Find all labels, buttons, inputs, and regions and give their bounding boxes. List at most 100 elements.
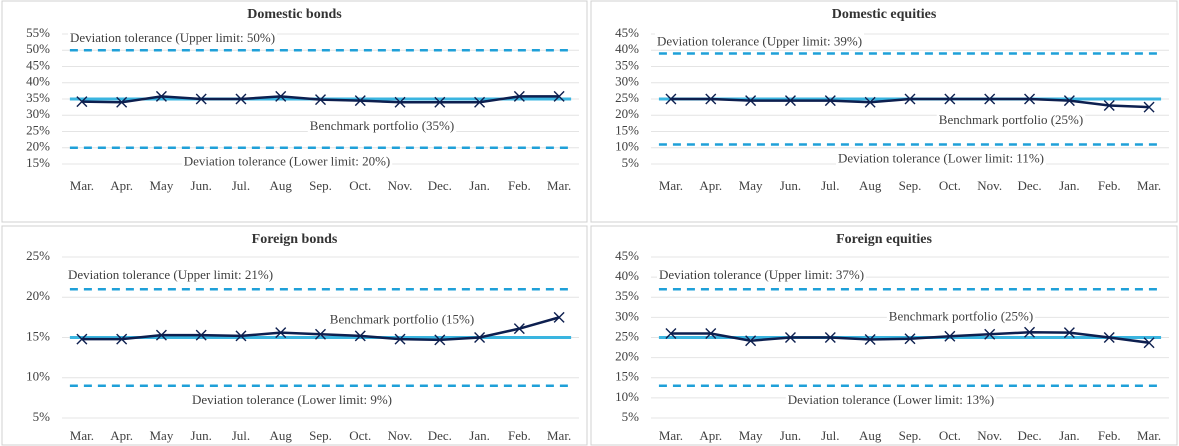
x-tick-label: Mar. xyxy=(70,178,94,193)
x-tick-label: Oct. xyxy=(939,428,961,443)
y-tick-label: 40% xyxy=(615,268,639,283)
chart-panel: Domestic equities 5%10% 15%20%25%30% 35%40%… xyxy=(590,0,1178,223)
marker xyxy=(553,90,565,102)
x-tick-label: Mar. xyxy=(659,428,683,443)
x-tick-label: Apr. xyxy=(699,178,722,193)
marker xyxy=(275,90,287,102)
marker xyxy=(155,329,167,341)
chart-panel: Foreign equities 5% 10% 15% 20% 25% 30% 35% 40% 4… xyxy=(590,225,1178,446)
marker xyxy=(864,334,876,346)
marker xyxy=(1063,327,1075,339)
x-tick-label: Aug xyxy=(270,178,293,193)
marker xyxy=(1103,332,1115,343)
y-tick-label: 45% xyxy=(615,248,639,263)
label-bg xyxy=(886,308,1036,324)
chart-title: Foreign equities xyxy=(836,232,932,247)
x-tick-label: Nov. xyxy=(977,178,1002,193)
y-tick-label: 25% xyxy=(615,328,639,343)
x-tick-label: Apr. xyxy=(110,178,133,193)
marker xyxy=(984,93,996,105)
y-tick-label: 5% xyxy=(33,409,51,424)
marker xyxy=(195,329,207,341)
x-tick-label: Jun. xyxy=(780,178,801,193)
chart-panel: Domestic bonds 15%20% 25%30%35%40% 45%50%55… xyxy=(1,0,588,223)
x-tick-label: Mar. xyxy=(547,178,571,193)
y-tick-label: 5% xyxy=(622,155,640,170)
panel-border xyxy=(590,225,1178,446)
marker xyxy=(354,95,366,107)
y-tick-label: 20% xyxy=(615,349,639,364)
y-tick-label: 30% xyxy=(615,74,639,89)
x-tick-label: Jun. xyxy=(191,178,212,193)
marker xyxy=(745,95,757,107)
x-tick-label: Feb. xyxy=(1098,178,1121,193)
panel-border xyxy=(590,0,1178,223)
y-tick-label: 50% xyxy=(26,41,50,56)
label-bg xyxy=(68,30,278,46)
y-tick-label: 40% xyxy=(26,74,50,89)
marker xyxy=(474,96,486,108)
x-tick-label: Aug xyxy=(270,428,293,443)
x-tick-label: Sep. xyxy=(899,428,922,443)
label-bg xyxy=(785,391,997,407)
marker xyxy=(864,96,876,108)
y-tick-label: 20% xyxy=(615,106,639,121)
reference-label: Benchmark portfolio (35%) xyxy=(310,118,454,133)
x-tick-label: Jan. xyxy=(1059,178,1080,193)
y-tick-label: 10% xyxy=(615,389,639,404)
x-tick-label: Nov. xyxy=(977,428,1002,443)
reference-label: Benchmark portfolio (25%) xyxy=(939,112,1083,127)
label-bg xyxy=(66,267,276,283)
marker xyxy=(1143,101,1155,113)
x-tick-label: Mar. xyxy=(70,428,94,443)
x-tick-label: Jan. xyxy=(1059,428,1080,443)
chart-panel: Foreign bonds 5% 10% 15% 20% 25% Mar. Apr. May Ju… xyxy=(1,225,588,446)
reference-label: Benchmark portfolio (25%) xyxy=(889,308,1033,323)
label-bg xyxy=(181,153,393,169)
x-tick-label: Feb. xyxy=(1098,428,1121,443)
panel-border xyxy=(1,0,588,223)
marker xyxy=(904,333,916,345)
marker xyxy=(1024,93,1036,105)
chart-title: Foreign bonds xyxy=(252,232,338,247)
reference-label: Deviation tolerance (Upper limit: 50%) xyxy=(70,30,275,45)
y-tick-label: 55% xyxy=(26,25,50,40)
reference-label: Deviation tolerance (Lower limit: 11%) xyxy=(838,150,1044,165)
y-tick-label: 15% xyxy=(615,122,639,137)
x-tick-label: May xyxy=(150,178,174,193)
x-tick-label: Mar. xyxy=(547,428,571,443)
marker xyxy=(434,334,446,346)
x-tick-label: May xyxy=(150,428,174,443)
x-tick-label: Jan. xyxy=(469,178,490,193)
y-tick-label: 5% xyxy=(622,409,640,424)
marker xyxy=(665,327,677,339)
marker xyxy=(195,93,207,105)
x-tick-label: May xyxy=(739,428,763,443)
marker xyxy=(315,94,326,106)
marker xyxy=(1063,95,1075,107)
x-tick-label: Jun. xyxy=(780,428,801,443)
x-tick-label: Oct. xyxy=(349,428,371,443)
marker xyxy=(315,328,326,340)
y-tick-label: 45% xyxy=(615,25,639,40)
reference-label: Deviation tolerance (Lower limit: 20%) xyxy=(184,154,390,169)
chart-title: Domestic bonds xyxy=(247,7,342,22)
marker xyxy=(116,333,128,345)
x-tick-label: Mar. xyxy=(659,178,683,193)
reference-label: Benchmark portfolio (15%) xyxy=(330,311,474,326)
y-tick-label: 15% xyxy=(26,328,50,343)
y-tick-label: 20% xyxy=(26,139,50,154)
marker xyxy=(824,332,836,343)
label-bg xyxy=(190,391,394,407)
marker xyxy=(76,96,88,108)
x-tick-label: Jul. xyxy=(821,178,839,193)
x-tick-label: Apr. xyxy=(110,428,133,443)
marker xyxy=(944,93,956,105)
marker xyxy=(553,311,565,323)
label-bg xyxy=(327,311,477,327)
marker xyxy=(1103,100,1115,111)
y-tick-label: 35% xyxy=(615,288,639,303)
x-tick-label: Apr. xyxy=(699,428,722,443)
marker xyxy=(824,95,836,107)
label-bg xyxy=(835,150,1047,166)
